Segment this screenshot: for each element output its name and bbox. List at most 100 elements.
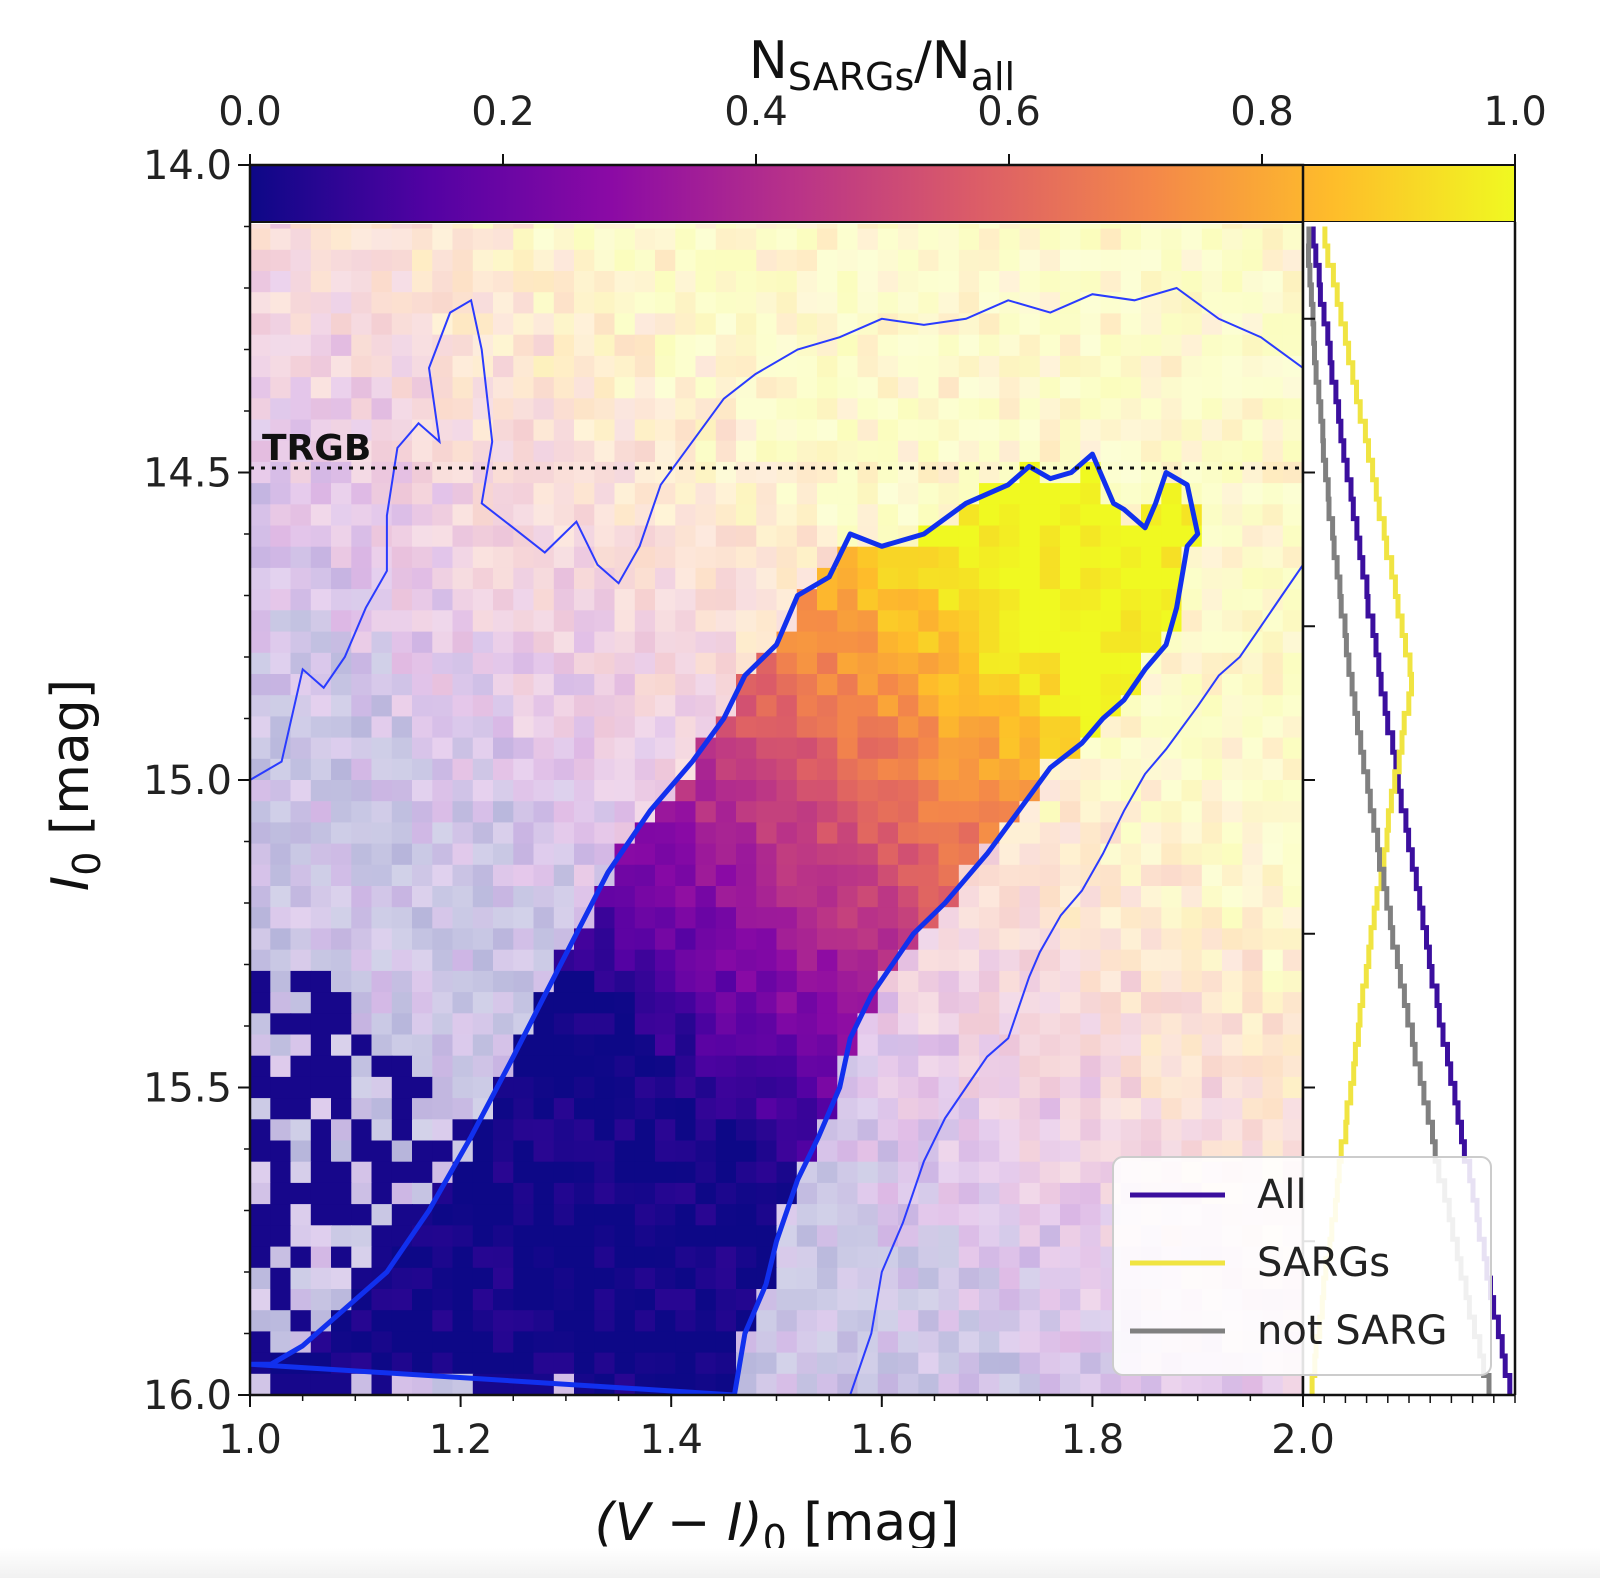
heatmap-cell [655, 864, 676, 887]
heatmap-cell [351, 674, 373, 696]
heatmap-cell [1039, 504, 1061, 527]
heatmap-cell [351, 1119, 373, 1142]
heatmap-cell [817, 780, 838, 802]
heatmap-cell [331, 907, 352, 929]
heatmap-cell [513, 1246, 535, 1269]
heatmap-cell [270, 716, 292, 739]
heatmap-cell [695, 1098, 717, 1120]
heatmap-cell [837, 652, 859, 675]
heatmap-cell [979, 1140, 1000, 1163]
heatmap-cell [715, 440, 737, 463]
heatmap-cell [715, 1289, 737, 1311]
heatmap-cell [553, 758, 575, 781]
heatmap-cell [938, 419, 960, 442]
heatmap-cell [1039, 801, 1061, 823]
heatmap-cell [1100, 992, 1122, 1014]
heatmap-cell [796, 970, 818, 993]
heatmap-cell [452, 589, 474, 611]
heatmap-cell [1141, 1055, 1162, 1078]
heatmap-cell [412, 631, 433, 654]
heatmap-cell [675, 1076, 697, 1099]
heatmap-cell [553, 780, 575, 802]
heatmap-cell [1120, 271, 1142, 293]
heatmap-cell [1120, 843, 1142, 866]
heatmap-cell [695, 419, 717, 442]
heatmap-cell [857, 483, 879, 505]
heatmap-cell [310, 377, 332, 399]
heatmap-cell [979, 928, 1000, 951]
heatmap-cell [614, 1331, 636, 1354]
heatmap-cell [1181, 1373, 1203, 1395]
heatmap-cell [1019, 419, 1041, 442]
heatmap-cell [736, 843, 757, 866]
heatmap-cell [776, 504, 798, 527]
heatmap-cell [391, 1098, 413, 1120]
heatmap-cell [1019, 928, 1041, 951]
heatmap-cell [270, 1331, 292, 1354]
heatmap-cell [290, 271, 312, 293]
heatmap-cell [412, 1076, 433, 1099]
heatmap-cell [655, 313, 676, 336]
heatmap-cell [290, 928, 312, 951]
heatmap-cell [412, 546, 433, 569]
heatmap-cell [574, 1013, 595, 1036]
heatmap-cell [857, 1013, 879, 1036]
heatmap-cell [958, 525, 980, 548]
heatmap-cell [574, 355, 595, 378]
heatmap-cell [958, 1182, 980, 1205]
heatmap-cell [250, 970, 271, 993]
heatmap-cell [412, 1161, 433, 1184]
heatmap-cell [513, 970, 535, 993]
heatmap-cell [331, 1119, 352, 1142]
heatmap-cell [1222, 1034, 1243, 1057]
heatmap-cell [594, 567, 616, 590]
heatmap-cell [574, 652, 595, 675]
heatmap-cell [1222, 949, 1243, 972]
heatmap-cell [290, 525, 312, 548]
heatmap-cell [1262, 249, 1284, 272]
heatmap-cell [877, 377, 899, 399]
heatmap-cell [594, 610, 616, 633]
heatmap-cell [472, 886, 494, 908]
heatmap-cell [290, 355, 312, 378]
heatmap-cell [290, 737, 312, 760]
heatmap-cell [1120, 313, 1142, 336]
heatmap-cell [331, 1204, 352, 1226]
heatmap-cell [472, 525, 494, 548]
heatmap-cell [391, 546, 413, 569]
heatmap-cell [898, 1373, 919, 1395]
heatmap-cell [999, 504, 1021, 527]
heatmap-cell [533, 1246, 555, 1269]
heatmap-cell [553, 1204, 575, 1226]
heatmap-cell [776, 1034, 798, 1057]
heatmap-cell [837, 1352, 859, 1375]
heatmap-cell [371, 758, 393, 781]
heatmap-cell [877, 928, 899, 951]
heatmap-cell [918, 1055, 940, 1078]
heatmap-cell [1262, 949, 1284, 972]
heatmap-cell [290, 970, 312, 993]
heatmap-cell [634, 313, 656, 336]
heatmap-cell [857, 674, 879, 696]
heatmap-cell [594, 674, 616, 696]
heatmap-cell [938, 546, 960, 569]
heatmap-cell [310, 886, 332, 908]
y-tick-label: 16.0 [143, 1373, 232, 1419]
heatmap-cell [1262, 1034, 1284, 1057]
heatmap-cell [898, 610, 919, 633]
heatmap-cell [736, 377, 757, 399]
heatmap-cell [1100, 334, 1122, 357]
heatmap-cell [1039, 822, 1061, 845]
heatmap-cell [918, 695, 940, 717]
heatmap-cell [958, 1331, 980, 1354]
heatmap-cell [331, 461, 352, 484]
heatmap-cell [796, 1076, 818, 1099]
heatmap-cell [1080, 228, 1102, 251]
heatmap-cell [391, 822, 413, 845]
heatmap-cell [331, 525, 352, 548]
heatmap-cell [1141, 928, 1162, 951]
heatmap-cell [270, 525, 292, 548]
heatmap-cell [594, 928, 616, 951]
heatmap-cell [938, 1140, 960, 1163]
heatmap-cell [351, 928, 373, 951]
